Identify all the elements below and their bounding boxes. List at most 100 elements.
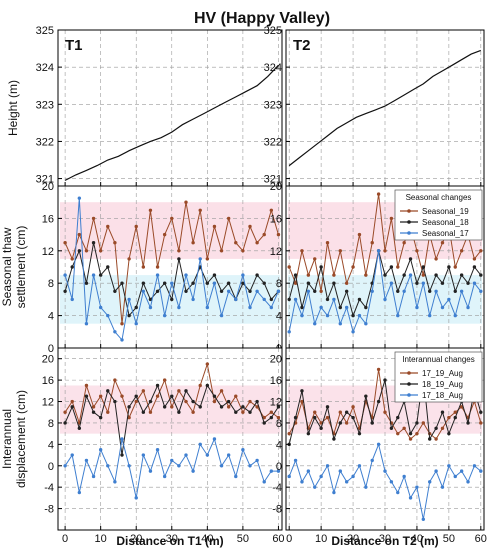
data-point xyxy=(241,448,245,452)
legends: Seasonal changes Seasonal_19 Seasonal_18 Se… xyxy=(394,189,483,403)
data-point xyxy=(91,410,96,414)
data-point xyxy=(332,437,336,441)
data-point xyxy=(440,305,445,310)
data-point xyxy=(106,410,110,414)
data-point xyxy=(262,297,266,302)
data-point xyxy=(226,399,231,404)
series-line-height xyxy=(64,64,279,181)
data-point xyxy=(300,480,304,484)
data-point xyxy=(408,496,413,500)
data-point xyxy=(170,297,174,302)
y-tick-label: 4 xyxy=(276,439,282,451)
y-axis-title-line: Height (m) xyxy=(6,80,20,136)
legend-entry: Seasonal_19 xyxy=(422,207,469,216)
data-point xyxy=(248,289,252,293)
data-point xyxy=(293,297,298,302)
data-point xyxy=(313,410,317,414)
data-point xyxy=(70,265,74,269)
plot-area xyxy=(58,348,282,530)
data-point xyxy=(300,389,304,393)
data-point xyxy=(376,442,381,447)
panel-label-T1: T1 xyxy=(65,37,83,54)
data-point xyxy=(396,265,400,269)
data-point xyxy=(226,405,231,409)
data-point xyxy=(106,313,110,318)
data-point xyxy=(63,421,67,425)
y-axis-title-interannual: Interannualdisplacement (cm) xyxy=(0,390,28,488)
data-point xyxy=(127,313,131,318)
data-point xyxy=(162,474,167,479)
data-point xyxy=(408,257,413,261)
data-point xyxy=(269,208,274,212)
data-point xyxy=(370,458,374,463)
y-tick-label: 12 xyxy=(270,246,282,258)
y-tick-label: 322 xyxy=(36,136,54,148)
data-point xyxy=(344,281,349,285)
data-point xyxy=(234,474,238,479)
data-point xyxy=(325,297,330,302)
data-point xyxy=(198,383,202,388)
data-point xyxy=(287,330,291,334)
y-axis-title-line: settlement (cm) xyxy=(14,226,28,309)
data-point xyxy=(479,273,483,277)
data-point xyxy=(293,415,298,420)
data-point xyxy=(332,273,336,277)
data-point xyxy=(177,249,181,253)
legend-marker xyxy=(407,231,411,235)
data-point xyxy=(70,257,74,261)
data-point xyxy=(306,281,311,285)
data-point xyxy=(127,405,131,409)
data-point xyxy=(70,453,74,457)
data-point xyxy=(98,249,103,253)
data-point xyxy=(212,437,217,441)
data-point xyxy=(226,453,231,457)
data-point xyxy=(70,405,74,409)
data-point xyxy=(364,305,368,310)
data-point xyxy=(325,313,330,318)
legend-marker xyxy=(407,371,411,375)
data-point xyxy=(234,410,238,414)
data-point xyxy=(177,257,181,261)
y-tick-label: 4 xyxy=(48,311,54,323)
y-axis-titles: Height (m) Seasonal thawsettlement (cm) In… xyxy=(0,80,28,488)
figure-title: HV (Happy Valley) xyxy=(194,10,330,27)
data-point xyxy=(276,232,281,237)
x-tick-label: 0 xyxy=(286,533,292,545)
band-interannual xyxy=(60,385,280,434)
data-point xyxy=(325,464,330,468)
data-point xyxy=(415,249,419,253)
data-point xyxy=(364,394,368,398)
y-tick-label: 20 xyxy=(270,181,282,193)
panel-height-T2: 321 322 323 324 325 T2 xyxy=(264,25,485,187)
data-point xyxy=(383,410,387,414)
y-tick-label: 324 xyxy=(264,62,282,74)
data-point xyxy=(184,273,188,277)
data-point xyxy=(234,241,238,245)
data-point xyxy=(332,490,336,495)
data-point xyxy=(364,485,368,489)
data-point xyxy=(325,241,330,245)
x-axis-titles: Distance on T1 (m) Distance on T2 (m) xyxy=(116,534,438,548)
data-point xyxy=(162,281,167,285)
data-point xyxy=(447,265,451,269)
data-point xyxy=(241,405,245,409)
data-point xyxy=(205,453,210,457)
data-point xyxy=(287,297,291,302)
data-point xyxy=(357,464,362,468)
data-point xyxy=(415,421,419,425)
y-axis-title-line: displacement (cm) xyxy=(14,390,28,488)
legend-marker xyxy=(407,382,411,386)
x-tick-label: 50 xyxy=(237,533,249,545)
x-tick-label: 40 xyxy=(411,533,423,545)
data-point xyxy=(402,241,406,245)
data-point xyxy=(177,389,181,393)
data-point xyxy=(472,464,477,468)
x-tick-label: 20 xyxy=(347,533,359,545)
data-point xyxy=(219,289,224,293)
data-point xyxy=(255,241,259,245)
data-point xyxy=(141,289,146,293)
data-point xyxy=(300,249,304,253)
data-point xyxy=(351,313,355,318)
data-point xyxy=(453,265,457,269)
data-point xyxy=(440,410,445,414)
